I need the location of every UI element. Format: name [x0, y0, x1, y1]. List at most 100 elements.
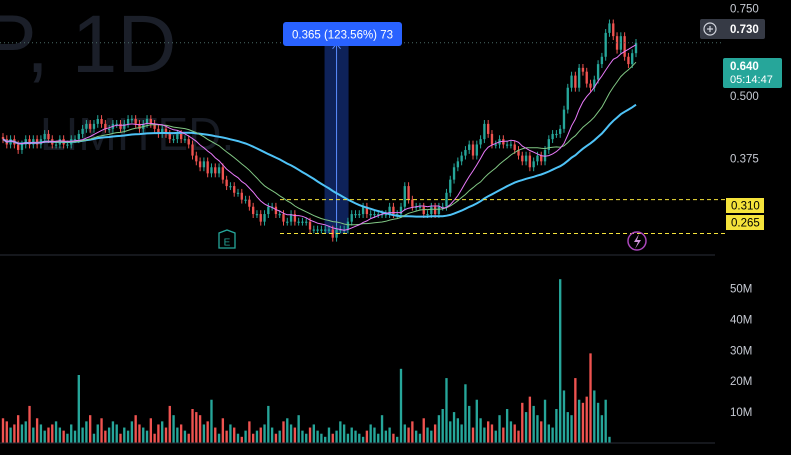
- candle-body: [176, 133, 179, 140]
- candle-body: [286, 221, 289, 223]
- candle-body: [202, 161, 206, 168]
- candle-body: [521, 155, 524, 162]
- volume-bar: [70, 424, 73, 443]
- candle-body: [559, 128, 562, 134]
- candle-body: [24, 139, 27, 145]
- candle-body: [445, 192, 448, 207]
- volume-bar: [384, 430, 388, 443]
- volume-bar: [255, 430, 259, 443]
- candle-body: [377, 214, 380, 216]
- candle-body: [134, 119, 137, 124]
- volume-bar: [452, 412, 456, 443]
- candle-body: [225, 179, 228, 187]
- volume-bar: [547, 424, 550, 443]
- volume-bar: [324, 436, 327, 443]
- volume-bar: [524, 412, 528, 443]
- candle-body: [339, 229, 342, 231]
- candle-body: [168, 133, 171, 140]
- plus-circle-icon[interactable]: [703, 22, 717, 36]
- volume-bar: [320, 433, 323, 443]
- candle-body: [468, 144, 471, 150]
- volume-bar: [142, 427, 145, 443]
- volume-bar: [380, 415, 384, 443]
- volume-bar: [73, 430, 77, 443]
- volume-bar: [123, 427, 126, 443]
- candle-body: [452, 167, 456, 180]
- measure-label-box[interactable]: [283, 22, 402, 46]
- volume-bar: [361, 436, 365, 443]
- candle-body: [312, 229, 315, 231]
- candle-body: [399, 206, 403, 215]
- candle-body: [418, 206, 422, 208]
- volume-bar: [479, 418, 482, 443]
- volume-bar: [51, 424, 54, 443]
- candle-body: [149, 119, 153, 124]
- volume-bar: [483, 427, 486, 443]
- candle-body: [187, 139, 190, 145]
- volume-bar: [259, 427, 262, 443]
- candle-body: [130, 119, 134, 121]
- volume-bar: [289, 424, 293, 443]
- candle-body: [627, 56, 630, 65]
- candle-body: [532, 161, 535, 168]
- volume-bar: [456, 418, 460, 443]
- volume-bar: [293, 427, 297, 443]
- volume-bar: [566, 412, 569, 443]
- volume-bar: [221, 418, 225, 443]
- candle-body: [361, 206, 365, 215]
- volume-bar: [555, 409, 558, 443]
- crosshair-price-tag[interactable]: 0.730: [700, 19, 765, 39]
- candle-body: [354, 214, 357, 216]
- volume-bar: [115, 424, 118, 443]
- volume-tick-label: 40M: [730, 314, 752, 326]
- candle-body: [593, 79, 596, 88]
- candle-body: [414, 206, 418, 208]
- volume-bar: [198, 415, 202, 443]
- volume-bar: [58, 427, 62, 443]
- volume-bar: [305, 433, 308, 443]
- candle-body: [221, 167, 225, 180]
- candle-body: [388, 206, 391, 215]
- bar-countdown: 05:14:47: [730, 74, 773, 86]
- candle-body: [460, 155, 463, 162]
- volume-bar: [445, 378, 448, 443]
- volume-bar: [449, 421, 452, 443]
- volume-bar: [430, 430, 433, 443]
- volume-bar: [468, 405, 471, 443]
- volume-bar: [157, 424, 160, 443]
- candle-body: [104, 123, 107, 129]
- volume-bar: [179, 424, 183, 443]
- level-tag-1-value: 0.265: [731, 218, 760, 230]
- earnings-icon: [218, 229, 236, 249]
- volume-bar: [301, 430, 304, 443]
- volume-bar: [153, 433, 156, 443]
- volume-bar: [414, 430, 418, 443]
- candle-body: [437, 206, 441, 215]
- volume-bar: [130, 421, 134, 443]
- volume-bar: [517, 430, 520, 443]
- volume-bar: [138, 424, 141, 443]
- volume-bar: [411, 421, 414, 443]
- candle-body: [161, 128, 164, 134]
- candle-body: [293, 214, 297, 222]
- candle-body: [327, 229, 331, 231]
- candle-body: [308, 221, 312, 230]
- earnings-marker[interactable]: E: [218, 229, 236, 249]
- volume-bar: [596, 402, 600, 443]
- volume-tick-label: 20M: [730, 376, 752, 388]
- volume-bar: [536, 415, 539, 443]
- dividend-marker[interactable]: [627, 231, 647, 251]
- candle-body: [483, 123, 486, 140]
- candle-body: [89, 123, 92, 129]
- candle-body: [574, 75, 577, 88]
- volume-bar: [96, 424, 99, 443]
- volume-bar: [195, 412, 198, 443]
- candle-body: [217, 167, 221, 174]
- candle-body: [229, 186, 232, 188]
- candle-body: [505, 144, 509, 146]
- moving-averages-group: [2, 44, 637, 231]
- candle-body: [85, 123, 88, 129]
- candle-body: [555, 133, 558, 136]
- candle-body: [324, 229, 327, 231]
